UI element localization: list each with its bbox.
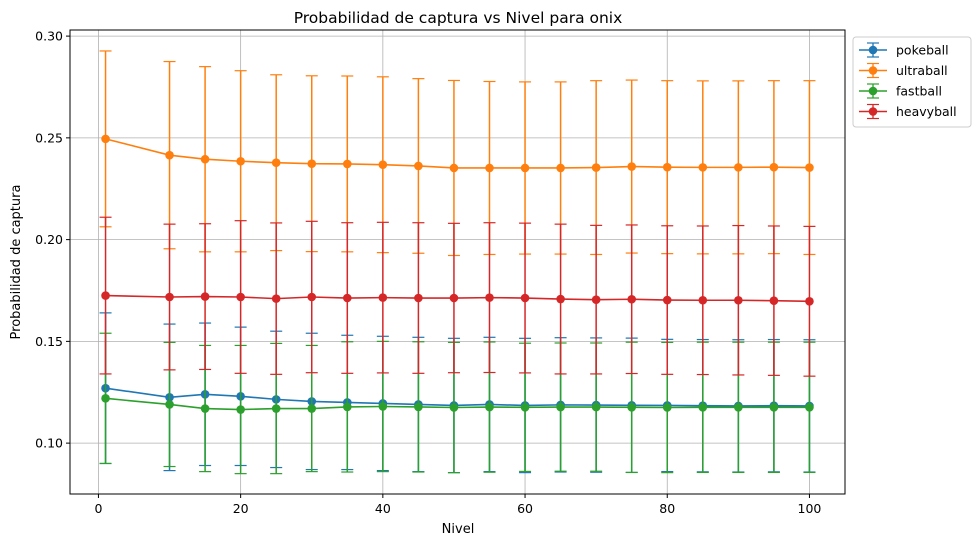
data-point (485, 293, 494, 302)
data-point (449, 403, 459, 412)
legend-marker (868, 66, 878, 75)
legend-label-fastball: fastball (896, 84, 942, 99)
legend-marker (868, 45, 878, 55)
y-axis: 0.10 0.15 0.20 0.25 0.30 (35, 29, 70, 451)
data-point (101, 394, 110, 403)
data-point (520, 403, 530, 412)
legend-label-ultraball: ultraball (896, 63, 948, 78)
data-point (414, 402, 423, 412)
data-point (449, 163, 459, 173)
data-point (734, 163, 743, 172)
data-point (485, 402, 494, 412)
data-point (101, 291, 110, 300)
data-point (698, 163, 708, 172)
data-point (805, 296, 814, 306)
data-point (485, 163, 494, 173)
data-point (271, 158, 281, 167)
legend-box (852, 36, 972, 128)
data-point (662, 295, 672, 305)
y-tick-label: 0.25 (35, 130, 63, 145)
data-point (307, 404, 317, 413)
x-tick-label: 100 (798, 501, 822, 516)
data-point (414, 161, 423, 171)
data-point (307, 159, 317, 169)
series-line (105, 294, 810, 303)
data-point (662, 162, 672, 172)
data-point (805, 163, 814, 172)
series-line (105, 397, 810, 411)
data-point (165, 400, 174, 409)
data-point (378, 160, 388, 170)
data-point (165, 150, 174, 160)
x-axis: 0 20 40 60 80 100 (94, 494, 821, 516)
x-axis-title: Nivel (442, 522, 475, 537)
data-point (236, 405, 245, 414)
y-tick-label: 0.15 (35, 334, 63, 349)
data-point (200, 404, 210, 413)
data-point (556, 163, 565, 173)
data-point (591, 402, 601, 412)
chart-title: Probabilidad de captura vs Nivel para on… (294, 9, 623, 27)
data-point (627, 162, 636, 171)
data-point (698, 295, 708, 305)
x-tick-label: 40 (375, 501, 391, 516)
data-point (271, 404, 281, 413)
data-point (342, 293, 352, 303)
y-tick-label: 0.10 (35, 436, 63, 451)
legend-label-pokeball: pokeball (896, 43, 949, 58)
series-line (105, 138, 810, 169)
legend-marker (868, 107, 878, 116)
data-point (805, 403, 814, 412)
data-point (307, 292, 317, 302)
data-point (556, 402, 565, 412)
x-tick-label: 80 (659, 501, 675, 516)
data-point (342, 159, 352, 169)
data-point (165, 292, 174, 302)
y-tick-label: 0.20 (35, 232, 63, 247)
data-point (342, 402, 352, 412)
data-point (734, 295, 743, 305)
x-tick-label: 0 (94, 501, 102, 516)
data-point (236, 292, 245, 302)
legend-label-heavyball: heavyball (896, 104, 957, 119)
data-point (627, 294, 636, 304)
data-point (520, 163, 530, 173)
data-point (378, 293, 388, 302)
data-point (769, 403, 779, 412)
data-point (591, 295, 601, 304)
data-point (769, 162, 779, 172)
x-tick-label: 20 (233, 501, 249, 516)
x-tick-label: 60 (517, 501, 533, 516)
data-point (200, 292, 210, 301)
data-point (449, 293, 459, 303)
series-layer (99, 50, 816, 475)
legend-marker (868, 86, 878, 96)
series-heavyball (99, 216, 816, 377)
data-point (414, 293, 423, 303)
data-point (769, 296, 779, 305)
data-point (662, 403, 672, 412)
y-axis-title: Probabilidad de captura (9, 185, 24, 340)
data-point (101, 134, 110, 144)
data-point (556, 294, 565, 304)
data-point (200, 154, 210, 164)
data-point (520, 293, 530, 303)
data-point (591, 163, 601, 172)
legend: pokeball ultraball fastball heavyball (852, 36, 972, 128)
plot-frame (69, 29, 846, 495)
data-point (734, 403, 743, 412)
data-point (698, 403, 708, 412)
y-tick-label: 0.30 (35, 29, 63, 44)
data-point (236, 156, 245, 166)
data-point (271, 294, 281, 303)
data-point (627, 403, 636, 412)
series-line (105, 387, 810, 407)
data-point (378, 402, 388, 411)
